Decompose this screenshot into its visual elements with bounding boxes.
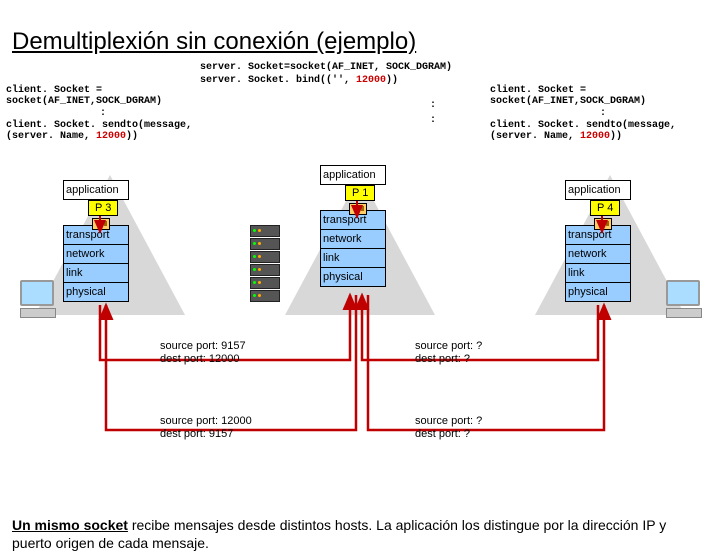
layer-net: network: [565, 244, 631, 264]
stack-left: application transport network link physi…: [63, 180, 129, 302]
proc-p3: P 3: [88, 200, 118, 216]
door-icon: [594, 218, 612, 230]
server-code-1: server. Socket=socket(AF_INET, SOCK_DGRA…: [200, 62, 452, 73]
footer-text: Un mismo socket recibe mensajes desde di…: [12, 516, 708, 552]
layer-app: application: [565, 180, 631, 200]
dots: :: [100, 108, 106, 119]
stack-right: application transport network link physi…: [565, 180, 631, 302]
door-icon: [349, 203, 367, 215]
proc-p1: P 1: [345, 185, 375, 201]
layer-net: network: [63, 244, 129, 264]
client-a-code-1: client. Socket = socket(AF_INET,SOCK_DGR…: [6, 85, 186, 107]
proc-p4: P 4: [590, 200, 620, 216]
server-icon: [250, 225, 280, 305]
dots: :: [430, 115, 436, 126]
layer-phys: physical: [565, 282, 631, 302]
client-a-code-2: client. Socket. sendto(message, (server.…: [6, 120, 206, 142]
layer-app: application: [320, 165, 386, 185]
door-icon: [92, 218, 110, 230]
page-title: Demultiplexión sin conexión (ejemplo): [0, 20, 720, 56]
layer-link: link: [565, 263, 631, 283]
client-b-code-1: client. Socket = socket(AF_INET,SOCK_DGR…: [490, 85, 670, 107]
layer-link: link: [63, 263, 129, 283]
arrow: [368, 295, 604, 430]
pc-icon: [20, 280, 56, 318]
client-b-code-2: client. Socket. sendto(message, (server.…: [490, 120, 700, 142]
layer-app: application: [63, 180, 129, 200]
layer-phys: physical: [63, 282, 129, 302]
stack-mid: application transport network link physi…: [320, 165, 386, 287]
dots: :: [430, 100, 436, 111]
port-label: source port: ?dest port: ?: [415, 340, 482, 366]
pc-icon: [666, 280, 702, 318]
port-label: source port: 12000dest port: 9157: [160, 415, 252, 441]
port-label: source port: ?dest port: ?: [415, 415, 482, 441]
port-label: source port: 9157dest port: 12000: [160, 340, 246, 366]
layer-link: link: [320, 248, 386, 268]
layer-phys: physical: [320, 267, 386, 287]
layer-net: network: [320, 229, 386, 249]
server-code-2: server. Socket. bind(('', 12000)): [200, 75, 398, 86]
dots: :: [600, 108, 606, 119]
